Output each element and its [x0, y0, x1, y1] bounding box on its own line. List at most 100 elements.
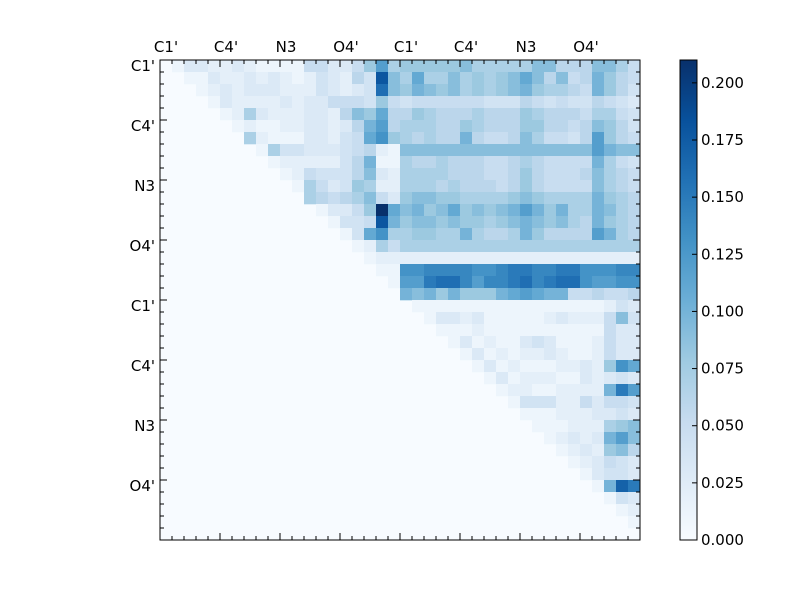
- heatmap-cell: [352, 180, 365, 193]
- heatmap-cell: [604, 168, 617, 181]
- heatmap-cell: [544, 276, 557, 289]
- heatmap-cell: [544, 132, 557, 145]
- heatmap-cell: [532, 360, 545, 373]
- heatmap-cell: [424, 96, 437, 109]
- heatmap-cell: [364, 108, 377, 121]
- heatmap-cell: [556, 216, 569, 229]
- heatmap-cell: [628, 168, 641, 181]
- heatmap-cell: [592, 180, 605, 193]
- heatmap-cell: [592, 216, 605, 229]
- heatmap-cell: [520, 264, 533, 277]
- heatmap-cell: [544, 360, 557, 373]
- heatmap-cell: [508, 396, 521, 409]
- heatmap-cell: [496, 96, 509, 109]
- heatmap-cell: [616, 432, 629, 445]
- heatmap-cell: [508, 312, 521, 325]
- heatmap-cell: [460, 252, 473, 265]
- row-tick-label: C4': [131, 117, 155, 135]
- heatmap-cell: [556, 120, 569, 133]
- heatmap-cell: [532, 348, 545, 361]
- heatmap-cell: [616, 420, 629, 433]
- heatmap-cell: [448, 120, 461, 133]
- heatmap-cell: [448, 336, 461, 349]
- heatmap-cell: [520, 132, 533, 145]
- heatmap-cell: [508, 132, 521, 145]
- heatmap-cell: [376, 168, 389, 181]
- heatmap-cell: [280, 96, 293, 109]
- heatmap-cell: [268, 108, 281, 121]
- heatmap-cell: [424, 192, 437, 205]
- heatmap-cell: [316, 132, 329, 145]
- heatmap-cell: [544, 192, 557, 205]
- heatmap-cell: [592, 384, 605, 397]
- heatmap-cell: [592, 408, 605, 421]
- heatmap-cell: [292, 96, 305, 109]
- heatmap-cell: [616, 72, 629, 85]
- heatmap-cell: [520, 180, 533, 193]
- heatmap-cell: [484, 108, 497, 121]
- heatmap-cell: [424, 156, 437, 169]
- heatmap-cell: [520, 144, 533, 157]
- heatmap-cell: [496, 288, 509, 301]
- heatmap-cell: [280, 84, 293, 97]
- heatmap-cell: [616, 360, 629, 373]
- heatmap-cell: [484, 348, 497, 361]
- heatmap-cell: [520, 228, 533, 241]
- heatmap-cell: [352, 96, 365, 109]
- heatmap-cell: [520, 216, 533, 229]
- heatmap-cell: [460, 216, 473, 229]
- heatmap-cell: [508, 72, 521, 85]
- heatmap-cell: [508, 84, 521, 97]
- heatmap-cell: [496, 312, 509, 325]
- heatmap-cell: [448, 156, 461, 169]
- heatmap-cell: [568, 96, 581, 109]
- heatmap-cell: [352, 192, 365, 205]
- heatmap-cell: [496, 300, 509, 313]
- heatmap-cell: [340, 156, 353, 169]
- heatmap-cell: [532, 132, 545, 145]
- heatmap-cell: [292, 144, 305, 157]
- heatmap-cell: [484, 168, 497, 181]
- heatmap-cell: [628, 228, 641, 241]
- heatmap-cell: [364, 96, 377, 109]
- heatmap-cell: [604, 312, 617, 325]
- heatmap-cell: [556, 396, 569, 409]
- heatmap-cell: [628, 336, 641, 349]
- colorbar-tick-label: 0.150: [701, 188, 744, 206]
- heatmap-cell: [532, 84, 545, 97]
- heatmap-cell: [508, 300, 521, 313]
- heatmap-cell: [400, 156, 413, 169]
- heatmap-cell: [352, 144, 365, 157]
- heatmap-cell: [436, 252, 449, 265]
- heatmap-cell: [460, 240, 473, 253]
- heatmap-cell: [544, 348, 557, 361]
- heatmap-cell: [388, 96, 401, 109]
- heatmap-cell: [580, 228, 593, 241]
- heatmap-cell: [544, 300, 557, 313]
- heatmap-cell: [412, 156, 425, 169]
- heatmap-cell: [628, 408, 641, 421]
- heatmap-cell: [256, 132, 269, 145]
- heatmap-cell: [424, 300, 437, 313]
- heatmap-cell: [304, 132, 317, 145]
- heatmap-cell: [448, 72, 461, 85]
- heatmap-cell: [436, 192, 449, 205]
- heatmap-cell: [292, 120, 305, 133]
- heatmap-cell: [484, 192, 497, 205]
- heatmap-cell: [304, 60, 317, 73]
- heatmap-cell: [532, 384, 545, 397]
- heatmap-cell: [592, 264, 605, 277]
- heatmap-cell: [556, 408, 569, 421]
- heatmap-cell: [268, 132, 281, 145]
- heatmap-cell: [376, 252, 389, 265]
- heatmap-cell: [532, 408, 545, 421]
- heatmap-cell: [484, 276, 497, 289]
- heatmap-cell: [412, 192, 425, 205]
- heatmap-cell: [628, 72, 641, 85]
- heatmap-cell: [328, 72, 341, 85]
- heatmap-cell: [580, 360, 593, 373]
- heatmap-cell: [424, 168, 437, 181]
- heatmap-cell: [520, 108, 533, 121]
- heatmap-cell: [424, 240, 437, 253]
- heatmap-cell: [472, 360, 485, 373]
